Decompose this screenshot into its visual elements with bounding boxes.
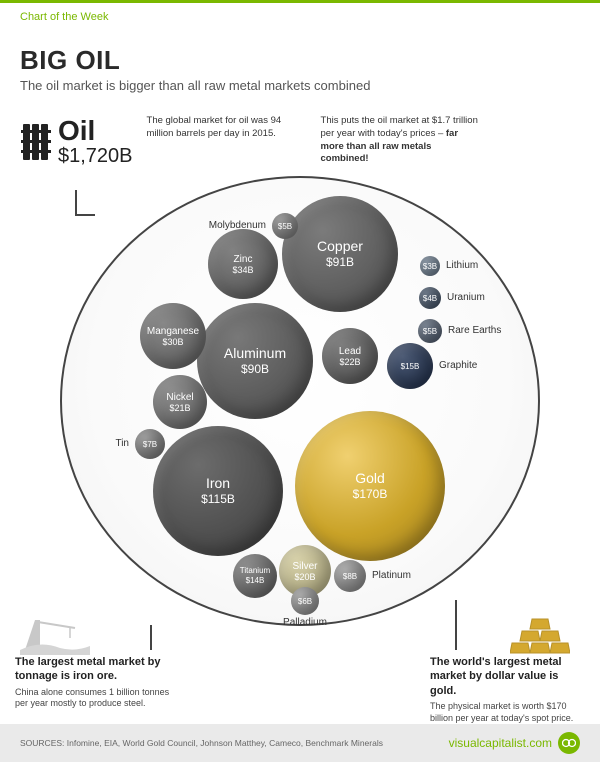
bubble-value: $91B	[326, 255, 354, 269]
bubble-value: $15B	[401, 362, 420, 371]
bubble-value: $8B	[343, 572, 357, 581]
brand-logo-icon	[558, 732, 580, 754]
bubble-value: $90B	[241, 362, 269, 376]
brand-text: visualcapitalist.com	[449, 736, 552, 750]
oil-value: $1,720B	[58, 145, 133, 168]
bubble-value: $22B	[339, 357, 360, 367]
bubble-platinum: $8B	[334, 560, 366, 592]
bubble-name: Iron	[206, 476, 230, 491]
bubble-zinc: Zinc$34B	[208, 229, 278, 299]
bubble-label-molybdenum: Molybdenum	[209, 220, 266, 231]
bubble-nickel: Nickel$21B	[153, 375, 207, 429]
bubble-name: Silver	[292, 561, 317, 572]
bubble-label-graphite: Graphite	[439, 360, 477, 371]
bubble-value: $6B	[298, 597, 312, 606]
bubble-name: Aluminum	[224, 346, 286, 361]
bubble-palladium: $6B	[291, 587, 319, 615]
bubble-label-platinum: Platinum	[372, 570, 411, 581]
bubble-name: Nickel	[166, 392, 193, 403]
iron-callout-title: The largest metal market by tonnage is i…	[15, 655, 170, 684]
page-subtitle: The oil market is bigger than all raw me…	[20, 78, 580, 93]
oil-text-block: Oil $1,720B	[58, 115, 133, 168]
top-bar: Chart of the Week	[0, 0, 600, 27]
gold-callout-body: The physical market is worth $170 billio…	[430, 701, 585, 724]
bubble-label-lithium: Lithium	[446, 260, 478, 271]
bubble-label-uranium: Uranium	[447, 292, 485, 303]
bubble-aluminum: Aluminum$90B	[197, 303, 313, 419]
iron-callout-body: China alone consumes 1 billion tonnes pe…	[15, 687, 170, 710]
bubble-value: $14B	[246, 576, 265, 585]
bubble-copper: Copper$91B	[282, 196, 398, 312]
bubble-value: $3B	[423, 262, 437, 271]
bubble-lead: Lead$22B	[322, 328, 378, 384]
bubble-rare-earths: $5B	[418, 319, 442, 343]
bubble-value: $30B	[162, 337, 183, 347]
bubble-value: $20B	[294, 572, 315, 582]
bubble-value: $170B	[353, 487, 388, 501]
bubble-name: Titanium	[240, 567, 270, 576]
bubble-manganese: Manganese$30B	[140, 303, 206, 369]
bubble-label-palladium: Palladium	[275, 617, 335, 628]
oil-summary: Oil $1,720B The global market for oil wa…	[0, 105, 600, 176]
bubble-name: Gold	[355, 471, 385, 486]
gold-callout: The world's largest metal market by doll…	[430, 655, 585, 724]
bubble-value: $34B	[232, 265, 253, 275]
oil-label: Oil	[58, 115, 133, 147]
gold-callout-title: The world's largest metal market by doll…	[430, 655, 585, 698]
bubble-name: Manganese	[147, 326, 199, 337]
bubble-lithium: $3B	[420, 256, 440, 276]
brand: visualcapitalist.com	[449, 732, 580, 754]
bubble-label-rare-earths: Rare Earths	[448, 325, 501, 336]
bubble-value: $4B	[423, 294, 437, 303]
oil-desc-1: The global market for oil was 94 million…	[147, 115, 307, 141]
bubble-label-tin: Tin	[115, 438, 129, 449]
header: BIG OIL The oil market is bigger than al…	[0, 27, 600, 105]
bubble-titanium: Titanium$14B	[233, 554, 277, 598]
bubble-molybdenum: $5B	[272, 213, 298, 239]
bubble-value: $115B	[201, 492, 235, 506]
bubble-chart: Copper$91BZinc$34BAluminum$90BManganese$…	[60, 176, 540, 626]
sources-text: SOURCES: Infomine, EIA, World Gold Counc…	[20, 738, 383, 748]
oil-desc-2: This puts the oil market at $1.7 trillio…	[321, 115, 481, 166]
bubble-gold: Gold$170B	[295, 411, 445, 561]
oil-figure: Oil $1,720B	[20, 115, 133, 168]
connector-line	[455, 600, 457, 650]
bubble-value: $21B	[169, 403, 190, 413]
bubble-value: $5B	[278, 222, 292, 231]
page-title: BIG OIL	[20, 45, 580, 76]
bubble-name: Copper	[317, 239, 363, 254]
bubble-tin: $7B	[135, 429, 165, 459]
connector-line	[150, 625, 152, 650]
bubble-graphite: $15B	[387, 343, 433, 389]
bubble-value: $7B	[143, 440, 157, 449]
bubble-iron: Iron$115B	[153, 426, 283, 556]
bubble-name: Zinc	[234, 254, 253, 265]
gold-bars-icon	[510, 615, 570, 660]
crane-icon	[20, 610, 90, 660]
bubble-value: $5B	[423, 327, 437, 336]
oil-barrel-icon	[20, 120, 52, 164]
bubble-uranium: $4B	[419, 287, 441, 309]
chart-tag: Chart of the Week	[20, 11, 108, 23]
iron-callout: The largest metal market by tonnage is i…	[15, 655, 170, 710]
footer: SOURCES: Infomine, EIA, World Gold Counc…	[0, 724, 600, 762]
bubble-name: Lead	[339, 346, 361, 357]
